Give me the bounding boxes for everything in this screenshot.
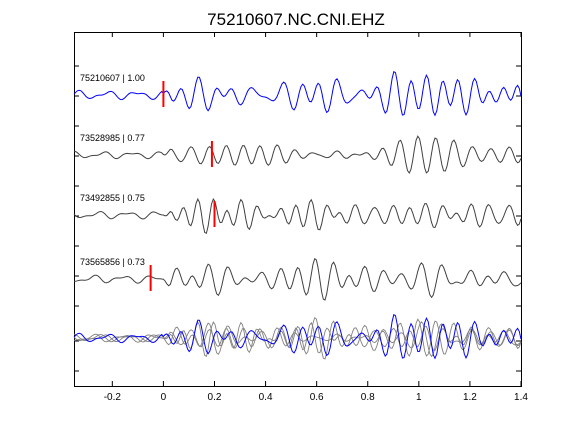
x-tick-label: 0.4	[259, 392, 273, 403]
trace-line	[73, 70, 522, 117]
x-tick-label: 0.8	[361, 392, 375, 403]
trace-line	[74, 257, 522, 301]
x-tick-label: 1.4	[514, 392, 528, 403]
stack-trace-blue	[73, 313, 522, 360]
chart-title: 75210607.NC.CNI.EHZ	[207, 10, 385, 29]
x-tick-label: -0.2	[104, 392, 122, 403]
waveform-traces: 75210607 | 1.00 73528985 | 0.77 73492855 |…	[73, 70, 522, 301]
stacked-waveforms	[73, 313, 522, 360]
x-tick-label: 0.6	[310, 392, 324, 403]
trace-line	[73, 135, 522, 174]
axes-frame	[74, 32, 522, 387]
trace-label: 73565856 | 0.73	[80, 257, 145, 267]
trace-label: 73528985 | 0.77	[80, 133, 145, 143]
stack-trace-gray	[73, 318, 522, 357]
trace-label: 75210607 | 1.00	[80, 73, 145, 83]
x-tick-label: 1	[416, 392, 422, 403]
axis-ticks: -0.2 0 0.2 0.4 0.6 0.8 1 1.2 1.4	[74, 32, 528, 403]
trace-line	[73, 197, 522, 235]
trace-label: 73492855 | 0.75	[80, 193, 145, 203]
x-tick-label: 0	[161, 392, 167, 403]
x-tick-label: 1.2	[463, 392, 477, 403]
x-tick-label: 0.2	[208, 392, 222, 403]
